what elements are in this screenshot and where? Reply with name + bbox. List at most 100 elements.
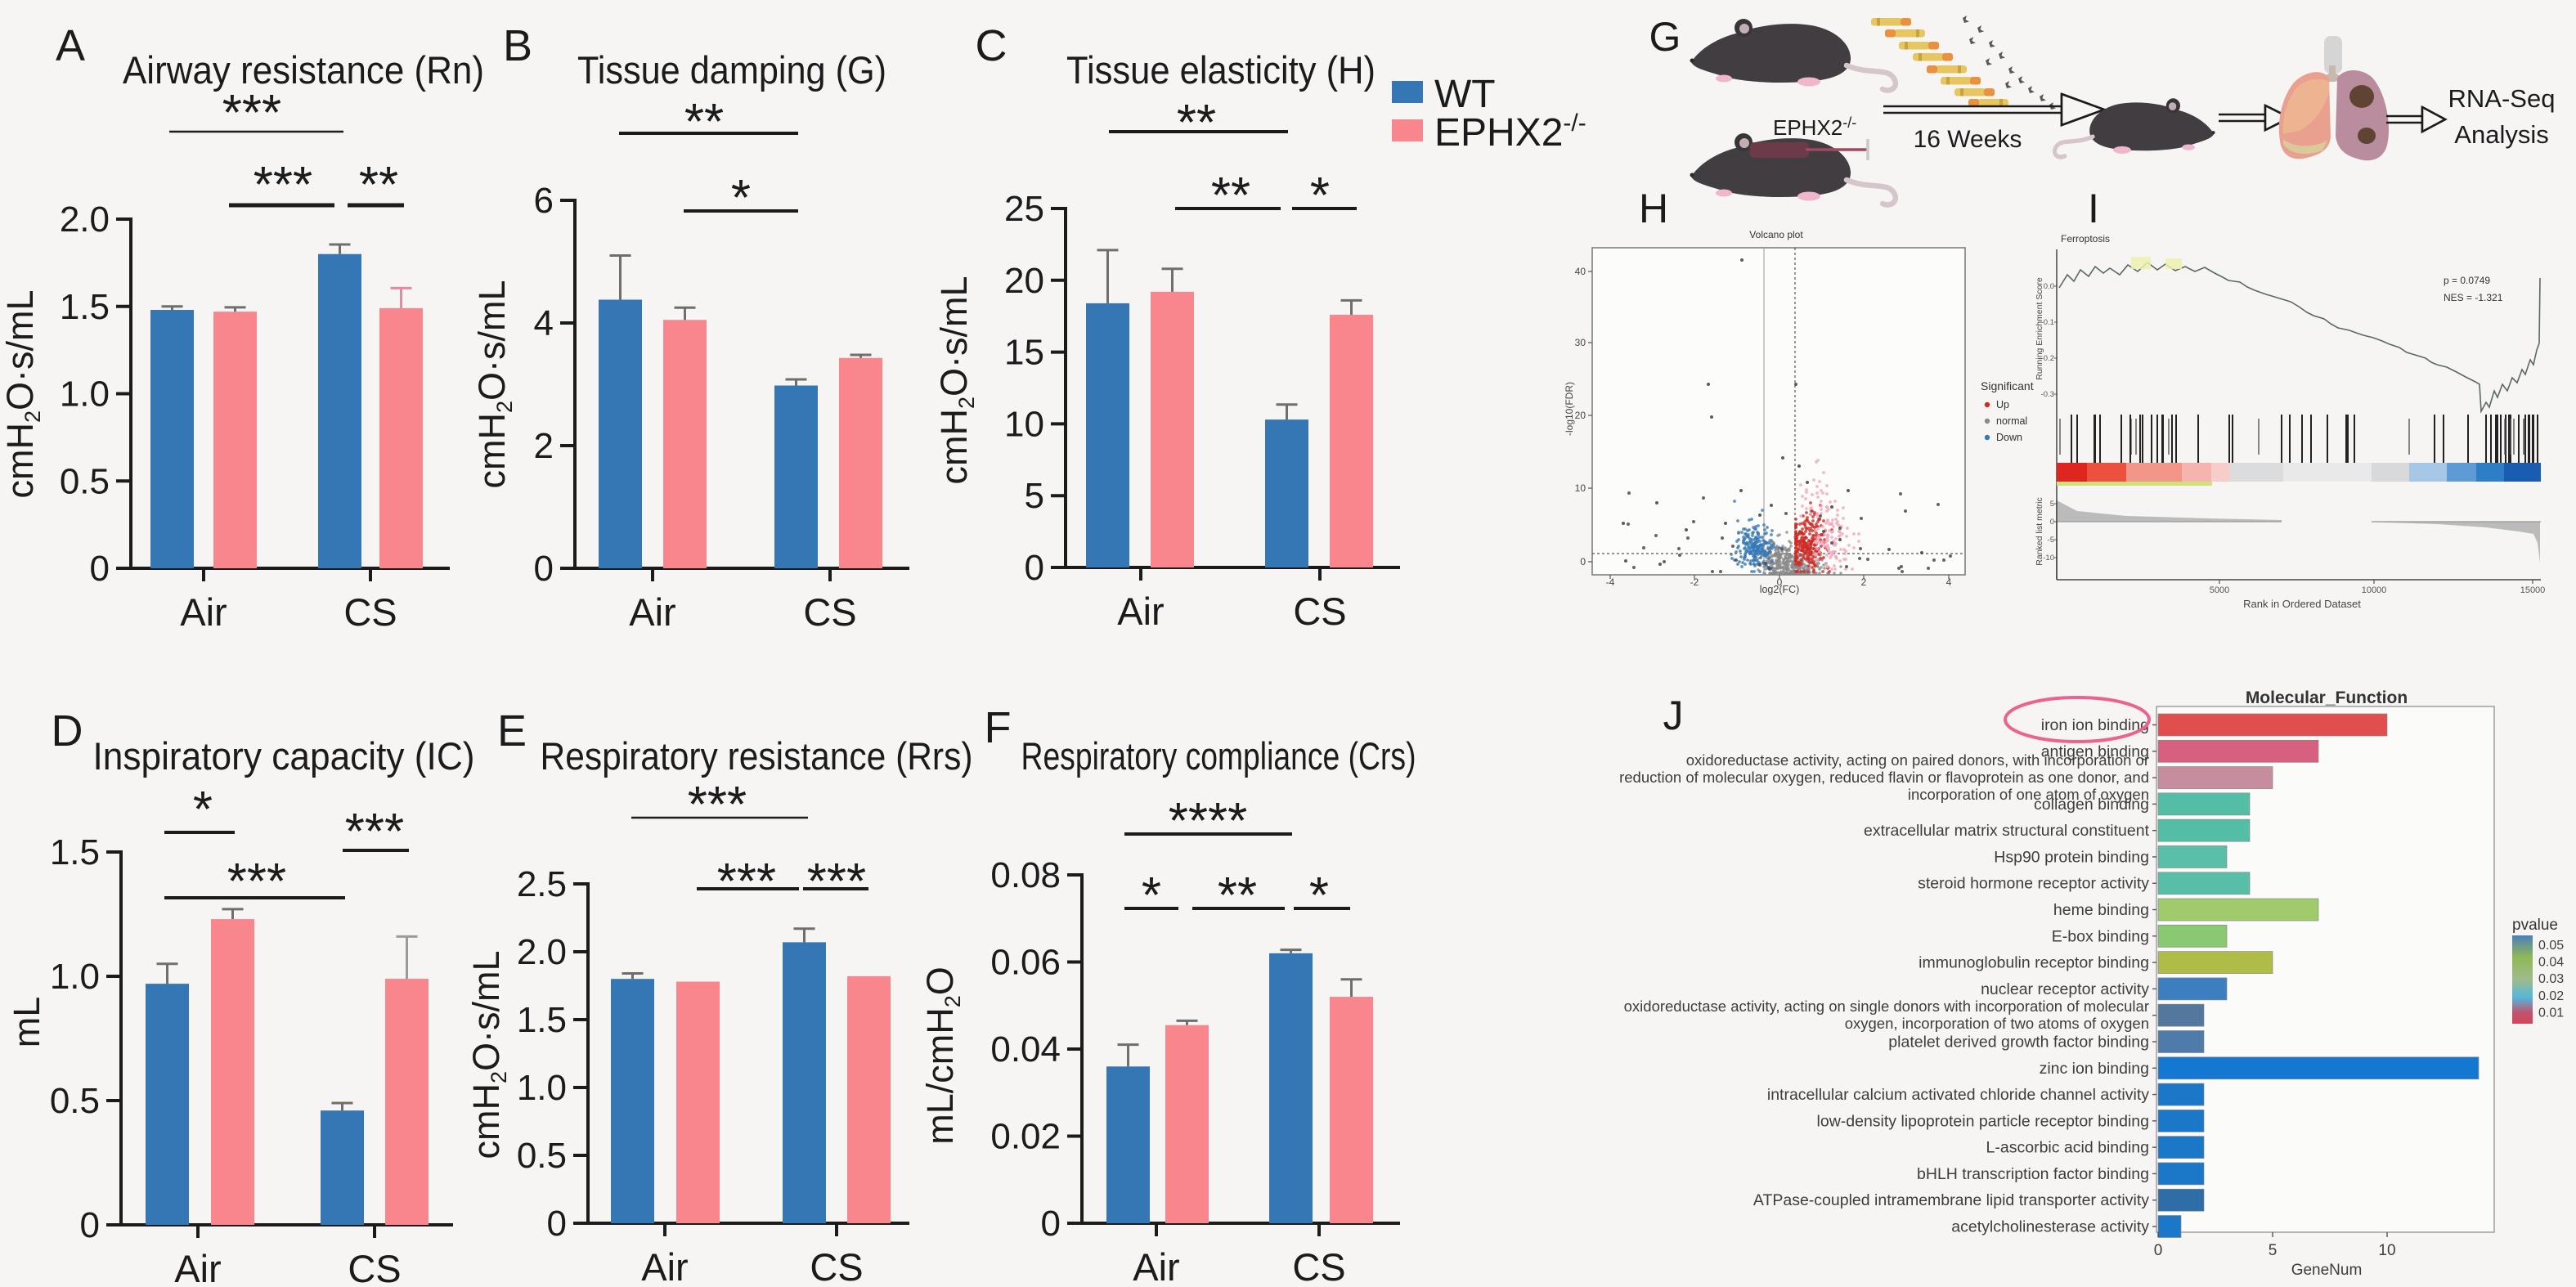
svg-text:CS: CS [343,590,397,634]
svg-text:cmH2​O·s/mL: cmH2​O·s/mL [933,276,979,484]
svg-text:D: D [52,706,83,756]
svg-text:1.5: 1.5 [50,832,100,872]
svg-text:Molecular_Function: Molecular_Function [2246,688,2408,707]
svg-text:Air: Air [180,590,227,634]
svg-text:cmH2​O·s/mL: cmH2​O·s/mL [471,280,517,488]
svg-text:Significant: Significant [1981,379,2034,392]
svg-text:Ferroptosis: Ferroptosis [2061,233,2110,244]
svg-text:0: 0 [2050,518,2054,527]
svg-text:CS: CS [348,1247,401,1283]
svg-text:C: C [976,21,1008,70]
svg-text:Air: Air [174,1247,221,1283]
svg-text:40: 40 [1575,266,1586,277]
svg-text:cmH2​O·s/mL: cmH2​O·s/mL [0,289,45,498]
svg-text:16 Weeks: 16 Weeks [1914,126,2022,153]
svg-text:EPHX2-/-: EPHX2-/- [1773,114,1856,140]
svg-text:**: ** [1177,95,1216,151]
svg-text:0.04: 0.04 [990,1029,1061,1070]
svg-text:***: *** [227,854,286,910]
svg-text:Up: Up [1996,399,2009,410]
svg-text:incorporation of one atom of o: incorporation of one atom of oxygen [1908,786,2149,803]
svg-text:2.5: 2.5 [517,864,567,904]
svg-text:NES = -1.321: NES = -1.321 [2444,292,2503,303]
svg-text:2.0: 2.0 [517,932,567,972]
svg-text:5000: 5000 [2210,585,2229,595]
svg-text:Air: Air [629,590,675,634]
svg-text:oxidoreductase activity, actin: oxidoreductase activity, acting on paire… [1686,751,2149,769]
svg-text:20: 20 [1575,410,1586,421]
svg-text:10: 10 [1575,482,1586,494]
svg-text:2: 2 [1861,576,1867,588]
svg-text:***: *** [222,85,281,141]
svg-text:25: 25 [1004,189,1044,229]
svg-text:mL: mL [6,997,47,1048]
svg-text:4: 4 [1946,576,1952,588]
svg-text:platelet derived growth factor: platelet derived growth factor binding [1888,1033,2149,1051]
svg-text:ATPase-coupled intramembrane l: ATPase-coupled intramembrane lipid trans… [1753,1191,2149,1209]
svg-text:intracellular calcium activate: intracellular calcium activated chloride… [1767,1086,2149,1104]
svg-text:0.5: 0.5 [517,1136,567,1176]
svg-text:**: ** [684,94,724,150]
svg-text:F: F [985,703,1012,752]
svg-text:**: ** [1218,868,1257,924]
svg-text:B: B [503,21,532,70]
svg-text:***: *** [807,854,866,910]
svg-text:*: * [1142,868,1161,924]
svg-text:normal: normal [1996,415,2027,427]
svg-text:*: * [1309,868,1329,924]
svg-text:L-ascorbic acid binding: L-ascorbic acid binding [1986,1139,2149,1157]
svg-text:10000: 10000 [2362,585,2387,595]
svg-text:log2(FC): log2(FC) [1760,584,1800,595]
svg-text:Volcano plot: Volcano plot [1749,229,1803,240]
svg-text:0.04: 0.04 [2538,956,2564,970]
svg-text:15: 15 [1004,333,1044,373]
svg-text:zinc ion binding: zinc ion binding [2040,1060,2149,1078]
svg-text:immunoglobulin receptor bindin: immunoglobulin receptor binding [1919,954,2149,972]
svg-text:1.0: 1.0 [517,1068,567,1108]
svg-text:mL/cmH2​O: mL/cmH2​O [919,966,965,1145]
svg-text:0: 0 [1580,556,1586,567]
svg-text:iron ion binding: iron ion binding [2041,716,2149,734]
svg-text:Analysis: Analysis [2454,120,2548,149]
svg-text:1.5: 1.5 [60,287,110,327]
svg-text:G: G [1649,14,1681,60]
svg-text:5: 5 [1025,476,1044,516]
svg-text:0: 0 [80,1205,100,1245]
svg-text:***: *** [688,777,747,833]
svg-text:CS: CS [1293,590,1346,633]
svg-text:2.0: 2.0 [60,200,110,240]
svg-text:Inspiratory capacity (IC): Inspiratory capacity (IC) [93,734,475,778]
svg-text:pvalue: pvalue [2512,917,2558,934]
svg-text:RNA-Seq: RNA-Seq [2448,84,2556,113]
svg-text:0.5: 0.5 [60,461,110,501]
svg-text:0: 0 [1025,548,1044,588]
svg-text:Air: Air [1117,590,1164,633]
svg-text:cmH2​O·s/mL: cmH2​O·s/mL [465,950,511,1159]
svg-text:2: 2 [534,426,554,466]
svg-text:30: 30 [1575,337,1586,348]
svg-text:acetylcholinesterase activity: acetylcholinesterase activity [1951,1218,2149,1236]
svg-text:0.01: 0.01 [2538,1006,2564,1020]
svg-text:6: 6 [534,181,554,221]
svg-text:****: **** [1169,793,1248,850]
svg-text:H: H [1639,186,1668,231]
svg-text:reduction of molecular oxygen,: reduction of molecular oxygen, reduced f… [1619,769,2149,786]
svg-text:E-box binding: E-box binding [2052,927,2149,945]
svg-text:0.08: 0.08 [990,855,1061,895]
svg-text:WT: WT [1434,73,1496,116]
svg-text:Running Enrichment Score: Running Enrichment Score [2035,277,2044,380]
svg-text:5: 5 [2050,500,2054,509]
svg-text:bHLH transcription factor bind: bHLH transcription factor binding [1917,1165,2149,1183]
svg-text:antigen binding: antigen binding [2041,742,2149,760]
svg-text:10: 10 [2378,1242,2395,1259]
svg-text:1.5: 1.5 [517,1000,567,1040]
svg-text:extracellular matrix structura: extracellular matrix structural constitu… [1864,822,2150,840]
svg-text:Ranked list metric: Ranked list metric [2035,497,2044,565]
svg-text:0.05: 0.05 [2538,939,2564,953]
svg-text:nuclear receptor activity: nuclear receptor activity [1981,980,2149,998]
svg-text:Tissue elasticity (H): Tissue elasticity (H) [1066,48,1376,92]
svg-text:-4: -4 [1606,576,1615,588]
svg-text:CS: CS [803,590,856,634]
svg-text:0.06: 0.06 [990,943,1061,983]
svg-text:Tissue damping (G): Tissue damping (G) [577,48,886,92]
